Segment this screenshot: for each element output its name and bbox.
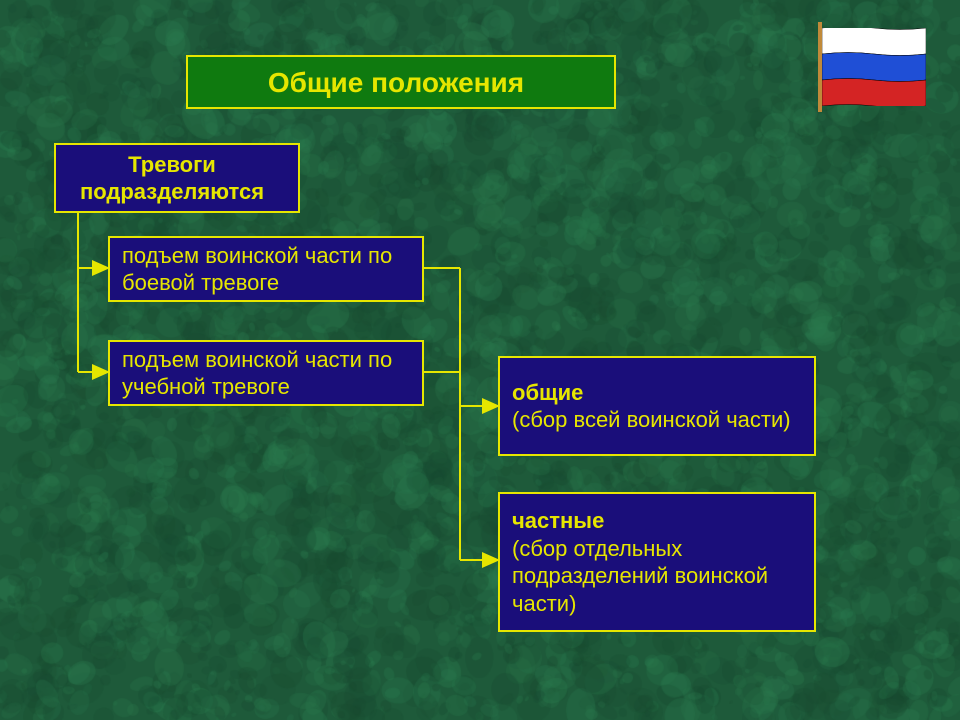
sub2-text: (сбор отдельных подразделений воинской ч… xyxy=(512,535,804,618)
sub1-text: (сбор всей воинской части) xyxy=(512,406,804,434)
sub2-label: частные xyxy=(512,507,804,535)
sub-node-general: общие (сбор всей воинской части) xyxy=(498,356,816,456)
child2-text: подъем воинской части по учебной тревоге xyxy=(122,346,412,401)
root-node-text: Тревоги подразделяются xyxy=(56,151,288,206)
russian-flag-icon xyxy=(822,28,926,106)
sub1-label: общие xyxy=(512,379,804,407)
child-node-combat-alert: подъем воинской части по боевой тревоге xyxy=(108,236,424,302)
slide-title: Общие положения xyxy=(186,55,616,109)
child-node-training-alert: подъем воинской части по учебной тревоге xyxy=(108,340,424,406)
root-node: Тревоги подразделяются xyxy=(54,143,300,213)
slide-title-text: Общие положения xyxy=(188,65,604,100)
child1-text: подъем воинской части по боевой тревоге xyxy=(122,242,412,297)
sub-node-partial: частные (сбор отдельных подразделений во… xyxy=(498,492,816,632)
slide-stage: Общие положения Тревоги подразделяются п… xyxy=(0,0,960,720)
